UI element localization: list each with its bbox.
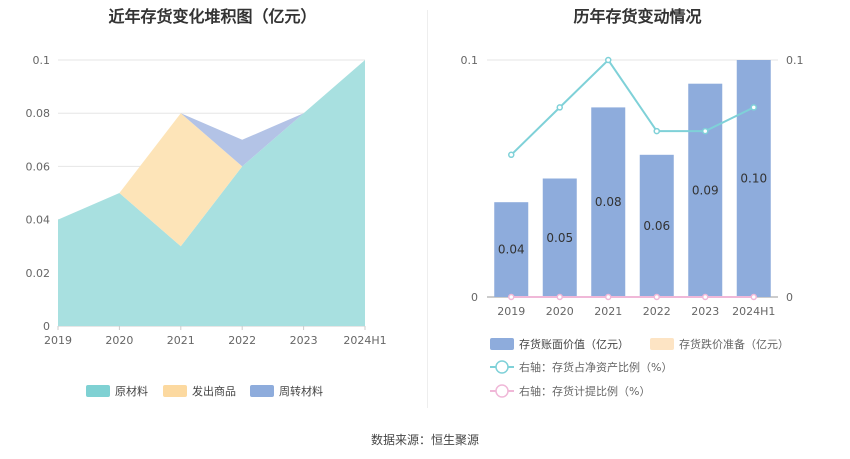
left-legend-label: 发出商品 (192, 384, 236, 398)
left-x-tick-label: 2021 (167, 334, 195, 347)
bar-value-label: 0.06 (643, 219, 670, 233)
area-series-1 (58, 60, 365, 247)
bar-value-label: 0.08 (595, 195, 622, 209)
left-legend-swatch (163, 385, 187, 397)
inventory-bar (736, 60, 771, 297)
left-legend-swatch (86, 385, 110, 397)
chart-divider (427, 10, 428, 408)
left-legend-swatch (250, 385, 274, 397)
right-legend-label: 存货跌价准备（亿元） (679, 337, 789, 351)
line-point (605, 56, 612, 64)
right-x-tick-label: 2022 (643, 305, 671, 318)
right-x-tick-label: 2019 (497, 305, 525, 318)
line-point (702, 293, 709, 301)
left-y-tick-label: 0.08 (26, 107, 51, 120)
left-y-tick-label: 0.1 (33, 54, 51, 67)
right-x-tick-label: 2024H1 (732, 305, 775, 318)
bar-value-label: 0.09 (692, 183, 719, 197)
right-legend-label: 右轴：存货计提比例（%） (519, 384, 650, 398)
area-series-2 (180, 60, 365, 167)
inventory-bar (494, 202, 529, 297)
inventory-bar (591, 107, 626, 298)
bar-value-label: 0.10 (740, 172, 767, 186)
left-x-tick-label: 2022 (228, 334, 256, 347)
left-chart-title: 近年存货变化堆积图（亿元） (108, 7, 317, 26)
right-y-tick-label: 0.1 (461, 54, 479, 67)
line-point (508, 293, 515, 301)
line-point (556, 104, 563, 111)
line-point (750, 104, 757, 111)
right-legend-swatch (490, 338, 514, 350)
inventory-bar (542, 178, 577, 297)
inventory-bar (688, 83, 723, 297)
line-point (702, 127, 709, 135)
line-point (653, 127, 660, 135)
right-y2-tick-label: 0.1 (786, 54, 804, 67)
line-point (605, 293, 612, 301)
right-x-tick-label: 2020 (546, 305, 574, 318)
left-y-tick-label: 0.02 (26, 267, 51, 280)
line-point (556, 293, 563, 301)
right-x-tick-label: 2021 (594, 305, 622, 318)
left-legend-label: 原材料 (115, 384, 148, 398)
right-chart-title: 历年存货变动情况 (573, 7, 702, 26)
left-legend-label: 周转材料 (279, 384, 323, 398)
right-legend-label: 存货账面价值（亿元） (519, 337, 629, 351)
left-y-tick-label: 0.04 (26, 214, 51, 227)
data-source: 数据来源：恒生聚源 (370, 433, 479, 447)
left-x-tick-label: 2023 (290, 334, 318, 347)
left-y-tick-label: 0.06 (26, 160, 51, 173)
left-x-tick-label: 2019 (44, 334, 72, 347)
right-x-tick-label: 2023 (691, 305, 719, 318)
left-x-tick-label: 2020 (105, 334, 133, 347)
left-y-tick-label: 0 (43, 320, 50, 333)
right-legend-marker (495, 384, 509, 398)
inventory-bar (639, 154, 674, 297)
right-legend-swatch (650, 338, 674, 350)
ratio-line (510, 58, 755, 156)
bar-value-label: 0.05 (546, 231, 573, 245)
line-point (508, 151, 515, 159)
line-point (653, 293, 660, 301)
right-legend-label: 右轴：存货占净资产比例（%） (519, 360, 672, 374)
right-y2-tick-label: 0 (786, 291, 793, 304)
right-y-tick-label: 0 (471, 291, 478, 304)
line-point (750, 293, 757, 301)
bar-value-label: 0.04 (498, 243, 525, 257)
left-x-tick-label: 2024H1 (343, 334, 386, 347)
right-legend-marker (495, 360, 509, 374)
